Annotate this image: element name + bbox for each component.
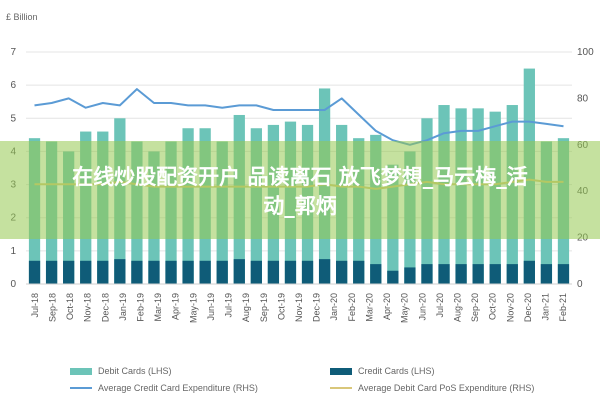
x-tick-label: Jan-21 (541, 293, 551, 321)
x-tick-label: Dec-18 (100, 293, 110, 322)
legend-label-avg-debit: Average Debit Card PoS Expenditure (RHS) (358, 383, 535, 393)
left-tick-label: 6 (10, 80, 16, 91)
legend-label-debit: Debit Cards (LHS) (98, 366, 172, 376)
x-tick-label: Jan-20 (329, 293, 339, 321)
right-tick-label: 100 (577, 47, 594, 58)
x-tick-label: Feb-21 (558, 293, 568, 322)
x-tick-label: Oct-20 (488, 293, 498, 320)
x-tick-label: Jul-20 (435, 293, 445, 318)
avg-credit-expenditure-line (34, 88, 564, 146)
x-tick-label: Aug-19 (241, 293, 251, 322)
credit-bar (472, 264, 484, 284)
x-tick-label: Oct-18 (65, 293, 75, 320)
legend-label-credit: Credit Cards (LHS) (358, 366, 435, 376)
legend-swatch-credit (330, 367, 352, 375)
credit-bar (421, 264, 433, 284)
credit-bar (250, 260, 262, 284)
x-tick-label: Mar-20 (365, 293, 375, 322)
x-tick-label: Dec-20 (523, 293, 533, 322)
x-tick-label: Sep-19 (259, 293, 269, 322)
legend-item-avg-credit: Average Credit Card Expenditure (RHS) (70, 383, 258, 393)
credit-bar (438, 264, 450, 284)
x-tick-label: May-20 (400, 293, 410, 323)
credit-bar (301, 260, 314, 284)
credit-bar (28, 260, 41, 284)
credit-bar (370, 264, 382, 284)
x-tick-label: Feb-19 (136, 293, 146, 322)
x-tick-label: Feb-20 (347, 293, 357, 322)
credit-bar (455, 264, 467, 284)
left-tick-label: 7 (10, 47, 16, 58)
credit-bar (336, 260, 348, 284)
left-tick-label: 0 (10, 279, 16, 290)
x-tick-label: Nov-19 (294, 293, 304, 322)
x-tick-label: Jun-19 (206, 293, 216, 321)
right-tick-label: 0 (577, 279, 583, 290)
credit-bar (165, 260, 177, 284)
credit-bar (63, 260, 75, 284)
watermark-text: 在线炒股配资开户 品读离石 放飞梦想_马云梅_活 动_郭炳 (0, 163, 600, 221)
x-tick-label: Sep-18 (47, 293, 57, 322)
credit-bar (318, 259, 331, 284)
left-tick-label: 1 (10, 246, 16, 257)
x-tick-label: May-19 (188, 293, 198, 323)
credit-bar (199, 260, 211, 284)
x-tick-label: Apr-19 (171, 293, 181, 320)
x-tick-label: Jul-19 (224, 293, 234, 318)
x-tick-label: Jun-20 (417, 293, 427, 321)
credit-bar (489, 264, 501, 284)
watermark-line-1: 在线炒股配资开户 品读离石 放飞梦想_马云梅_活 (72, 165, 528, 189)
credit-bar (353, 260, 365, 284)
legend-label-avg-credit: Average Credit Card Expenditure (RHS) (98, 383, 258, 393)
x-tick-label: Nov-18 (83, 293, 93, 322)
credit-bar (267, 260, 280, 284)
credit-bar (404, 267, 416, 284)
x-tick-label: Jan-19 (118, 293, 128, 321)
credit-bar (45, 260, 58, 284)
legend: Debit Cards (LHS) Credit Cards (LHS) Ave… (0, 362, 600, 400)
credit-bar (233, 259, 245, 284)
legend-item-debit: Debit Cards (LHS) (70, 366, 172, 376)
x-tick-label: Nov-20 (505, 293, 515, 322)
x-tick-label: Aug-20 (453, 293, 463, 322)
credit-bar (506, 264, 518, 284)
credit-bar (80, 260, 92, 284)
watermark-line-2: 动_郭炳 (263, 194, 337, 218)
credit-bar (114, 259, 126, 284)
x-tick-label: Sep-20 (470, 293, 480, 322)
credit-bar (557, 264, 570, 284)
x-tick-label: Dec-19 (312, 293, 322, 322)
legend-item-credit: Credit Cards (LHS) (330, 366, 435, 376)
y-axis-label: £ Billion (6, 12, 38, 22)
credit-bar (284, 260, 297, 284)
credit-bar (131, 260, 143, 284)
legend-swatch-debit (70, 367, 92, 375)
credit-bar (182, 260, 194, 284)
credit-bar (97, 260, 109, 284)
credit-bar (540, 264, 553, 284)
axes: 01234567020406080100£ BillionJul-18Sep-1… (6, 12, 594, 323)
legend-swatch-avg-credit (70, 387, 92, 389)
x-tick-label: Oct-19 (276, 293, 286, 320)
left-tick-label: 5 (10, 113, 16, 124)
credit-bar (387, 270, 399, 284)
right-tick-label: 80 (577, 93, 589, 104)
credit-bar (148, 260, 160, 284)
credit-bar (523, 260, 535, 284)
watermark-banner (0, 141, 600, 239)
x-tick-label: Mar-19 (153, 293, 163, 322)
x-tick-label: Apr-20 (382, 293, 392, 320)
x-tick-label: Jul-18 (30, 293, 40, 318)
credit-bar (216, 260, 228, 284)
legend-item-avg-debit: Average Debit Card PoS Expenditure (RHS) (330, 383, 534, 393)
legend-swatch-avg-debit (330, 387, 352, 389)
